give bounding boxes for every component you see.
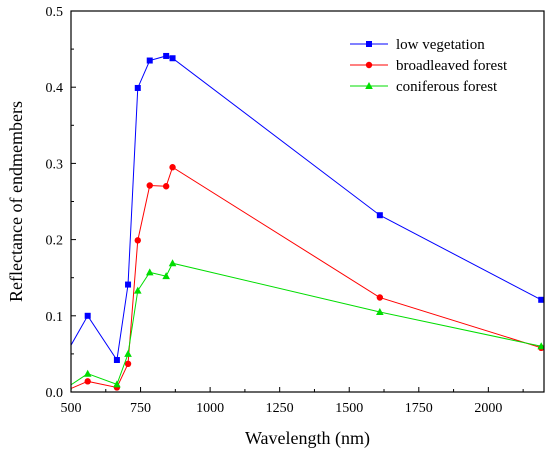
x-axis-label: Wavelength (nm) (245, 428, 370, 449)
data-point (169, 55, 176, 62)
data-point (124, 349, 132, 357)
series-line (71, 55, 542, 362)
data-point (84, 312, 91, 319)
data-point (537, 342, 544, 350)
legend-item: coniferous forest (350, 79, 498, 95)
y-axis-label: Reflectance of endmembers (6, 101, 26, 302)
data-point (113, 356, 120, 363)
data-point (146, 182, 153, 189)
data-point (169, 164, 176, 171)
data-point (113, 380, 121, 388)
legend-label: broadleaved forest (396, 58, 508, 74)
legend-marker (365, 61, 373, 69)
legend-label: low vegetation (396, 37, 485, 53)
x-axis-ticks: 500 750 1000 1250 1500 1750 2000 (61, 387, 524, 416)
data-point (125, 281, 132, 288)
x-tick-label: 1250 (266, 401, 294, 416)
x-tick-label: 500 (61, 401, 82, 416)
data-point (83, 369, 92, 377)
y-tick-label: 0.3 (46, 157, 64, 172)
data-point (376, 212, 383, 219)
y-axis-ticks: 0.0 0.1 0.2 0.3 0.4 0.5 (46, 5, 76, 401)
legend-marker (365, 82, 373, 89)
legend: low vegetation broadleaved forest conifero… (350, 37, 508, 95)
series-broadleaved-forest (71, 164, 544, 392)
data-point (376, 307, 384, 315)
series-line (71, 166, 542, 390)
legend-label: coniferous forest (396, 79, 498, 95)
plot-frame (70, 10, 545, 393)
data-point (134, 84, 141, 91)
data-point (162, 272, 170, 280)
data-point (162, 183, 170, 190)
legend-marker (366, 41, 372, 47)
data-point (124, 360, 132, 368)
y-tick-label: 0.4 (46, 81, 64, 96)
legend-item: low vegetation (350, 37, 485, 53)
data-point (71, 347, 72, 354)
data-point (538, 296, 544, 303)
legend-item: broadleaved forest (350, 58, 508, 74)
y-tick-label: 0.2 (46, 234, 64, 249)
x-tick-label: 2000 (474, 401, 502, 416)
data-point (146, 57, 153, 64)
data-point (134, 237, 141, 244)
y-tick-label: 0.0 (46, 386, 64, 401)
series-line (71, 262, 542, 386)
x-tick-label: 1500 (335, 401, 363, 416)
data-point (163, 52, 170, 59)
data-point (145, 268, 154, 276)
x-tick-label: 750 (130, 401, 151, 416)
series-low-vegetation (71, 52, 544, 363)
x-tick-label: 1750 (405, 401, 433, 416)
series-coniferous-forest (71, 259, 544, 390)
data-point (84, 378, 91, 385)
data-point (376, 294, 384, 301)
data-point (168, 259, 177, 267)
data-point (133, 286, 142, 294)
y-tick-label: 0.5 (46, 5, 64, 20)
y-tick-label: 0.1 (46, 310, 64, 325)
series-layer (71, 52, 544, 392)
x-tick-label: 1000 (196, 401, 224, 416)
